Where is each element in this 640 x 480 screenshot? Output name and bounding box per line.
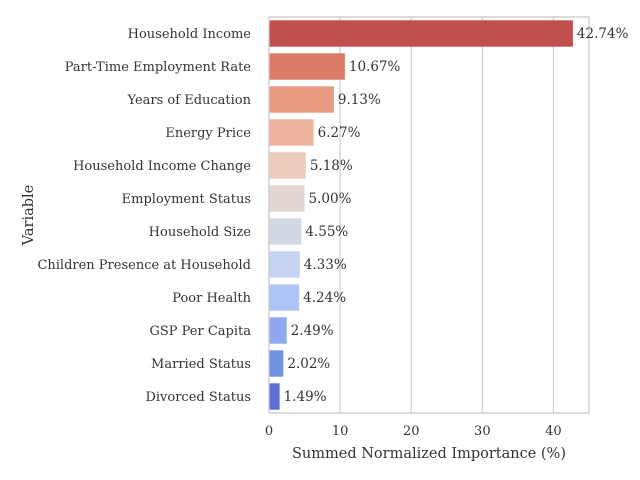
y-axis-title: Variable [21, 185, 37, 247]
grid-lines [339, 17, 555, 413]
category-label: Household Income [128, 27, 252, 42]
bars [269, 20, 573, 410]
bar [269, 119, 314, 146]
bar [269, 251, 300, 278]
bar [269, 218, 302, 245]
data-label: 2.49% [291, 323, 334, 339]
category-label: Employment Status [122, 192, 251, 207]
bar [269, 53, 345, 80]
x-tick-label: 20 [403, 424, 420, 439]
x-tick-label: 40 [545, 424, 562, 439]
plot-frame [268, 16, 590, 414]
x-tick-label: 0 [265, 424, 273, 439]
data-label: 4.33% [304, 257, 347, 273]
category-label: Energy Price [165, 126, 251, 141]
category-labels: Household Income Part-Time Employment Rat… [37, 27, 251, 405]
data-label: 9.13% [338, 92, 381, 108]
x-axis-title: Summed Normalized Importance (%) [292, 446, 566, 462]
data-label: 1.49% [284, 389, 327, 405]
bar [269, 86, 334, 113]
category-label: Divorced Status [145, 390, 251, 405]
category-label: Household Income Change [73, 159, 251, 174]
category-label: GSP Per Capita [149, 324, 251, 339]
bar [269, 20, 573, 47]
x-tick-labels: 0 10 20 30 40 [265, 424, 562, 439]
category-label: Household Size [149, 225, 252, 240]
data-label: 42.74% [577, 26, 629, 42]
value-labels: 42.74% 10.67% 9.13% 6.27% 5.18% 5.00% 4.55% 4.3… [284, 26, 629, 405]
data-label: 2.02% [287, 356, 330, 372]
data-label: 6.27% [318, 125, 361, 141]
bar [269, 185, 305, 212]
category-label: Part-Time Employment Rate [65, 60, 252, 75]
data-label: 4.24% [303, 290, 346, 306]
data-label: 5.00% [309, 191, 352, 207]
x-tick-label: 10 [332, 424, 349, 439]
category-label: Children Presence at Household [37, 258, 251, 273]
category-label: Married Status [151, 357, 251, 372]
bar [269, 152, 306, 179]
bar [269, 383, 280, 410]
bar [269, 350, 284, 377]
data-label: 4.55% [305, 224, 348, 240]
category-label: Poor Health [172, 291, 251, 306]
data-label: 5.18% [310, 158, 353, 174]
data-label: 10.67% [349, 59, 401, 75]
bar [269, 317, 287, 344]
x-tick-label: 30 [474, 424, 491, 439]
category-label: Years of Education [127, 93, 252, 108]
bar [269, 284, 300, 311]
